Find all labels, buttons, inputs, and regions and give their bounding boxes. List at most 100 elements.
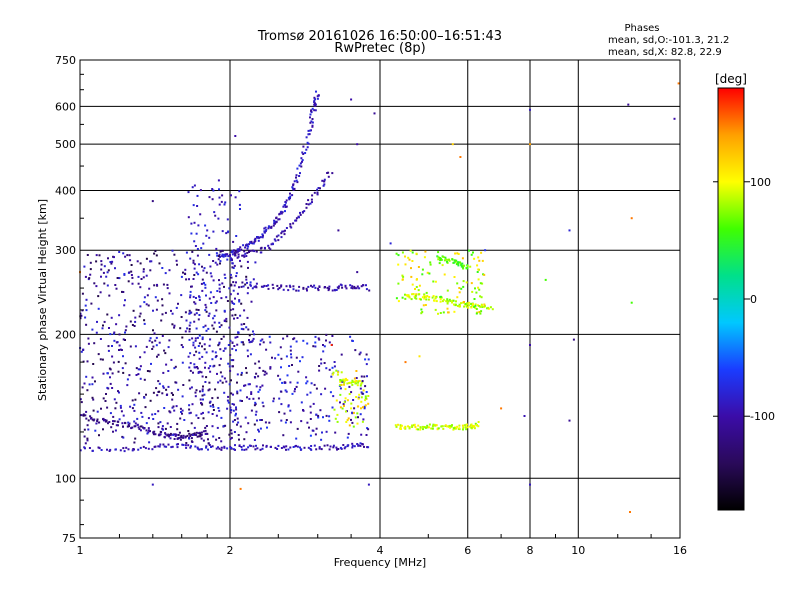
data-point [236,390,239,393]
data-point [341,407,344,410]
data-point [322,416,324,419]
data-point [364,385,367,388]
data-point [82,414,85,417]
data-point [439,300,442,303]
data-point [142,426,144,429]
data-point [117,390,119,393]
data-point [288,198,291,201]
data-point [432,280,435,283]
data-point [356,443,359,445]
data-point [201,355,204,358]
data-point [218,287,221,290]
data-point [462,426,465,429]
data-point [163,349,166,352]
data-point [240,446,243,448]
data-point [349,284,352,287]
data-point [167,443,170,446]
data-point [285,419,288,421]
data-point [298,285,301,288]
data-point [446,260,448,263]
data-point [310,445,313,447]
data-point [332,395,335,398]
data-point [238,249,241,252]
data-point [188,328,191,330]
data-point [231,258,233,261]
data-point [446,261,449,264]
data-point [318,338,321,341]
data-point [288,284,291,287]
data-point [231,302,234,305]
data-point [149,337,152,340]
data-point [186,434,189,437]
data-point [315,427,318,430]
data-point [265,285,268,287]
data-point [145,422,148,425]
data-point [201,394,204,397]
data-point [217,255,220,258]
data-point [200,437,203,440]
data-point [155,308,158,311]
data-point [108,450,111,452]
data-point [255,282,258,285]
data-point [328,415,331,418]
data-point [201,265,203,268]
data-point [134,398,137,401]
data-point [307,285,310,288]
data-point [358,287,361,290]
data-point [340,371,343,374]
data-point [446,298,449,301]
data-point [198,263,201,266]
data-point [249,284,252,287]
data-point [357,416,359,419]
data-point [231,253,234,256]
data-point [219,357,222,360]
data-point [408,427,411,430]
data-point [457,262,460,265]
data-point [123,450,126,453]
data-point [344,377,347,380]
data-point [228,326,231,329]
data-point [248,339,250,341]
data-point [320,362,323,365]
data-point [265,372,268,375]
data-point [360,396,363,399]
data-point [185,446,188,449]
data-point [195,297,197,299]
data-point [439,298,442,301]
data-point [118,391,120,394]
data-point [101,358,104,361]
data-point [345,287,348,290]
data-point [293,390,296,393]
data-point [442,298,445,301]
x-tick-label: 2 [227,544,234,557]
data-point [231,341,234,344]
data-point [280,403,283,406]
data-point [272,287,275,290]
data-point [351,383,354,386]
data-point [248,397,251,400]
data-point [173,253,176,256]
data-point [237,331,240,334]
data-point [210,275,213,278]
data-point [453,310,456,313]
data-point [332,371,335,374]
data-point [282,230,285,233]
data-point [331,172,334,175]
data-point [464,426,467,429]
data-point [317,94,320,97]
data-point [287,448,290,451]
data-point [264,421,267,424]
data-point [205,351,208,354]
data-point [444,424,447,427]
data-point [397,254,400,257]
data-point [212,365,215,368]
data-point [249,281,252,284]
data-point [474,422,477,425]
data-point [458,305,461,308]
data-point [288,365,291,367]
data-point [474,304,477,307]
data-point [316,191,319,194]
data-point [199,432,202,435]
data-point [182,434,185,437]
data-point [264,230,267,233]
